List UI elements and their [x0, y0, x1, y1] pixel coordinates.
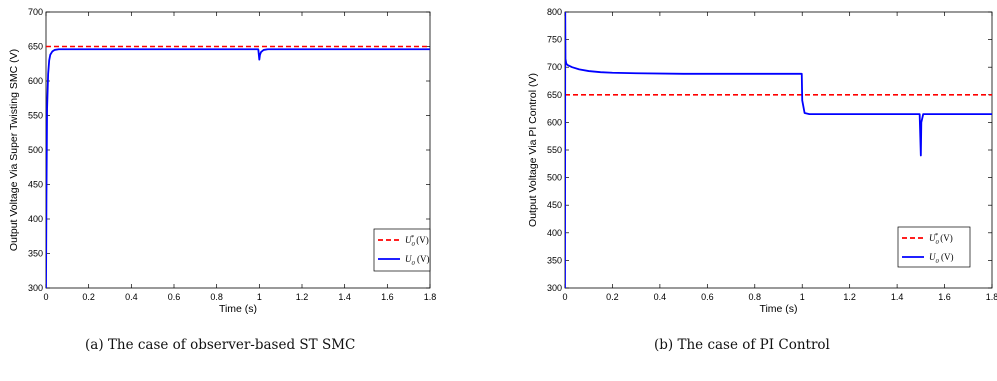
y-axis-label: Output Voltage Via PI Control (V) — [527, 73, 539, 227]
x-tick-label: 1.8 — [424, 292, 437, 302]
y-tick-label: 400 — [547, 228, 562, 238]
caption-a: (a) The case of observer-based ST SMC — [85, 337, 356, 353]
x-tick-label: 0.6 — [701, 292, 714, 302]
x-tick-label: 0.2 — [82, 292, 95, 302]
y-tick-label: 500 — [28, 145, 43, 155]
legend: U0* (V) U0 (V) — [373, 228, 431, 272]
x-tick-label: 0.6 — [168, 292, 181, 302]
legend-box — [897, 226, 971, 268]
series-line-output — [565, 12, 992, 288]
legend-label: U0* (V) — [929, 232, 953, 246]
x-axis-label: Time (s) — [219, 303, 257, 315]
y-tick-label: 450 — [547, 200, 562, 210]
x-tick-label: 1.2 — [296, 292, 309, 302]
x-tick-label: 1.2 — [843, 292, 856, 302]
x-tick-label: 0 — [562, 292, 567, 302]
y-tick-label: 600 — [547, 117, 562, 127]
plot-area — [45, 11, 431, 289]
x-tick-label: 1.6 — [381, 292, 394, 302]
legend-box — [373, 228, 431, 272]
x-tick-label: 1.6 — [938, 292, 951, 302]
y-tick-label: 700 — [28, 7, 43, 17]
y-tick-label: 350 — [28, 249, 43, 259]
y-tick-label: 450 — [28, 180, 43, 190]
x-tick-label: 0.4 — [125, 292, 138, 302]
y-tick-label: 650 — [28, 42, 43, 52]
x-tick-label: 0.8 — [749, 292, 762, 302]
y-tick-label: 300 — [28, 283, 43, 293]
x-tick-label: 1.8 — [986, 292, 997, 302]
y-tick-label: 300 — [547, 283, 562, 293]
caption-b: (b) The case of PI Control — [654, 337, 830, 353]
chart-panel-b: 0 0.2 0.4 0.6 0.8 1 1.2 1.4 1.6 1.8 300 350 400 450 50… — [527, 7, 997, 315]
chart-panel-a: 0 0.2 0.4 0.6 0.8 1 1.2 1.4 1.6 1.8 300 350 400 450 50… — [8, 7, 436, 315]
y-axis-label: Output Voltage Via Super Twisting SMC (V… — [8, 49, 20, 251]
y-tick-label: 600 — [28, 76, 43, 86]
x-tick-label: 1 — [800, 292, 805, 302]
y-tick-label: 500 — [547, 173, 562, 183]
legend: U0* (V) U0 (V) — [897, 226, 971, 268]
y-tick-label: 700 — [547, 62, 562, 72]
x-tick-label: 0 — [43, 292, 48, 302]
y-tick-label: 800 — [547, 7, 562, 17]
x-tick-label: 0.2 — [606, 292, 619, 302]
legend-label: U0 (V) — [929, 252, 954, 265]
legend-label: U0* (V) — [405, 234, 429, 248]
legend-label: U0 (V) — [405, 254, 430, 267]
x-tick-label: 1.4 — [891, 292, 904, 302]
y-tick-label: 400 — [28, 214, 43, 224]
x-tick-label: 0.4 — [654, 292, 667, 302]
series-line-output — [46, 48, 430, 288]
x-tick-label: 1 — [257, 292, 262, 302]
y-tick-label: 350 — [547, 255, 562, 265]
y-tick-label: 550 — [547, 145, 562, 155]
x-tick-label: 0.8 — [210, 292, 223, 302]
x-axis-label: Time (s) — [759, 303, 797, 315]
x-tick-label: 1.4 — [338, 292, 351, 302]
y-tick-label: 650 — [547, 90, 562, 100]
y-tick-label: 750 — [547, 35, 562, 45]
y-tick-label: 550 — [28, 111, 43, 121]
